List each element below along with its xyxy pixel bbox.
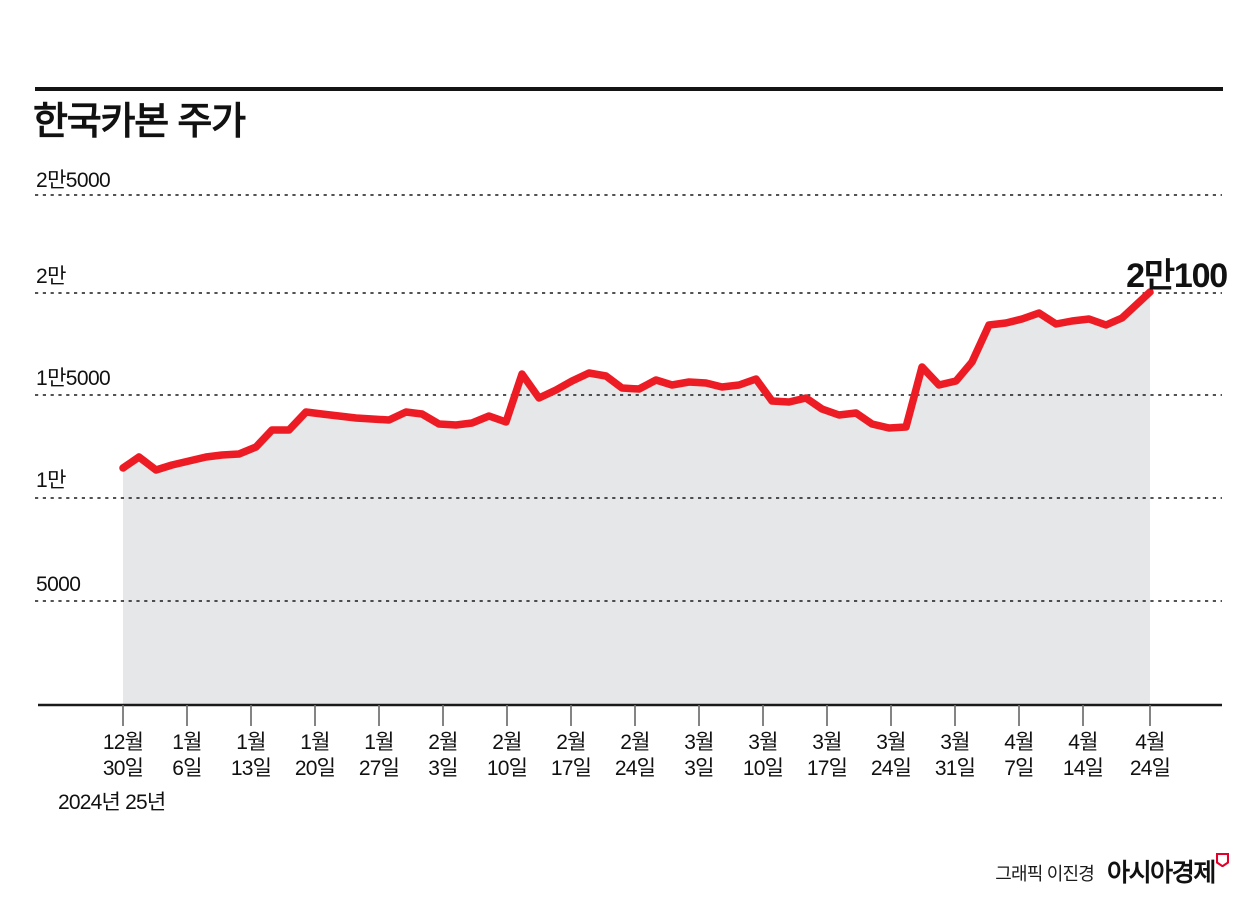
x-label-day: 20일 <box>294 757 336 780</box>
brand-name: 아시아경제 <box>1106 859 1216 887</box>
x-label-month: 2월 <box>492 731 522 754</box>
x-axis-ticks <box>122 705 1151 726</box>
x-axis-label-13: 3월 31일 <box>922 730 988 782</box>
x-label-day: 17일 <box>550 757 592 780</box>
x-label-day: 24일 <box>1129 757 1171 780</box>
x-axis-label-12: 3월 24일 <box>858 730 924 782</box>
footer: 그래픽 이진경 아시아경제 <box>995 852 1230 887</box>
x-axis-label-3: 1월 20일 <box>282 730 348 782</box>
x-label-day: 3일 <box>684 757 714 780</box>
x-label-month: 2월 <box>428 731 458 754</box>
x-label-day: 24일 <box>870 757 912 780</box>
x-label-month: 1월 <box>172 731 202 754</box>
y-axis-label-5000: 5000 <box>36 573 81 596</box>
x-axis-label-5: 2월 3일 <box>410 730 476 782</box>
x-label-month: 3월 <box>876 731 906 754</box>
graphic-credit: 그래픽 이진경 <box>995 864 1095 884</box>
x-label-day: 24일 <box>614 757 656 780</box>
x-axis-year-labels: 2024년 25년 <box>58 791 166 814</box>
x-label-month: 12월 <box>102 731 144 754</box>
x-axis-label-0: 12월 30일 <box>90 730 156 782</box>
x-axis-label-11: 3월 17일 <box>794 730 860 782</box>
x-axis-label-14: 4월 7일 <box>986 730 1052 782</box>
x-label-month: 4월 <box>1135 731 1165 754</box>
x-label-month: 2월 <box>556 731 586 754</box>
x-axis-label-7: 2월 17일 <box>538 730 604 782</box>
x-label-month: 2월 <box>620 731 650 754</box>
x-label-month: 3월 <box>940 731 970 754</box>
chart-line-series <box>119 288 1154 474</box>
y-axis-label-20000: 2만 <box>36 265 66 288</box>
x-label-day: 13일 <box>230 757 272 780</box>
x-axis-label-6: 2월 10일 <box>474 730 540 782</box>
last-value-callout: 2만100 <box>1126 257 1228 295</box>
x-label-day: 31일 <box>934 757 976 780</box>
x-label-day: 6일 <box>172 757 202 780</box>
chart-gridlines <box>35 194 1222 602</box>
y-axis-label-10000: 1만 <box>36 469 66 492</box>
x-axis-label-2: 1월 13일 <box>218 730 284 782</box>
x-label-month: 3월 <box>684 731 714 754</box>
x-axis-label-15: 4월 14일 <box>1050 730 1116 782</box>
x-label-day: 3일 <box>428 757 458 780</box>
x-axis-label-9: 3월 3일 <box>666 730 732 782</box>
x-label-month: 3월 <box>812 731 842 754</box>
x-label-day: 30일 <box>102 757 144 780</box>
x-label-month: 1월 <box>300 731 330 754</box>
x-label-day: 10일 <box>486 757 528 780</box>
x-label-day: 7일 <box>1004 757 1034 780</box>
header-rule <box>35 87 1223 91</box>
x-label-month: 4월 <box>1004 731 1034 754</box>
x-label-month: 3월 <box>748 731 778 754</box>
x-axis-label-10: 3월 10일 <box>730 730 796 782</box>
x-label-day: 14일 <box>1062 757 1104 780</box>
page-title: 한국카본 주가 <box>33 101 246 143</box>
x-axis-label-4: 1월 27일 <box>346 730 412 782</box>
asiae-flag-icon <box>1215 852 1230 868</box>
y-axis-label-25000: 2만5000 <box>36 169 111 192</box>
x-label-day: 10일 <box>742 757 784 780</box>
x-label-day: 27일 <box>358 757 400 780</box>
x-label-month: 4월 <box>1068 731 1098 754</box>
x-axis-label-8: 2월 24일 <box>602 730 668 782</box>
x-label-month: 1월 <box>364 731 394 754</box>
brand-lockup: 아시아경제 <box>1106 852 1230 887</box>
x-axis-label-16: 4월 24일 <box>1117 730 1183 782</box>
y-axis-label-15000: 1만5000 <box>36 367 111 390</box>
x-axis-label-1: 1월 6일 <box>154 730 220 782</box>
x-label-day: 17일 <box>806 757 848 780</box>
x-label-month: 1월 <box>236 731 266 754</box>
